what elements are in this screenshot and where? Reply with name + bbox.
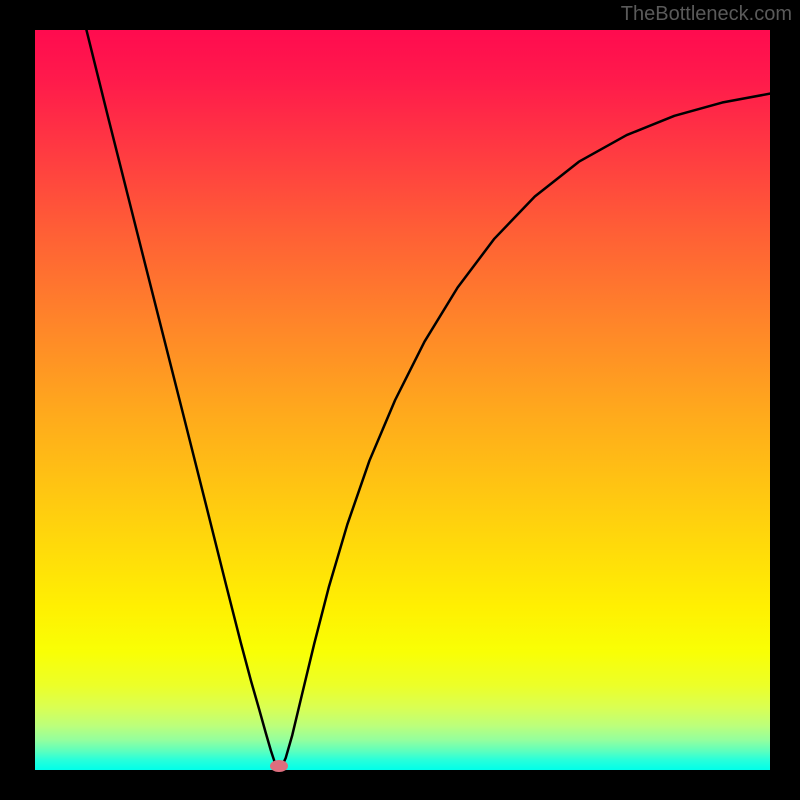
optimum-marker — [270, 760, 288, 772]
bottleneck-curve — [35, 30, 770, 770]
watermark-text: TheBottleneck.com — [621, 3, 792, 26]
chart-container: TheBottleneck.com — [0, 0, 800, 800]
plot-area — [35, 30, 770, 770]
